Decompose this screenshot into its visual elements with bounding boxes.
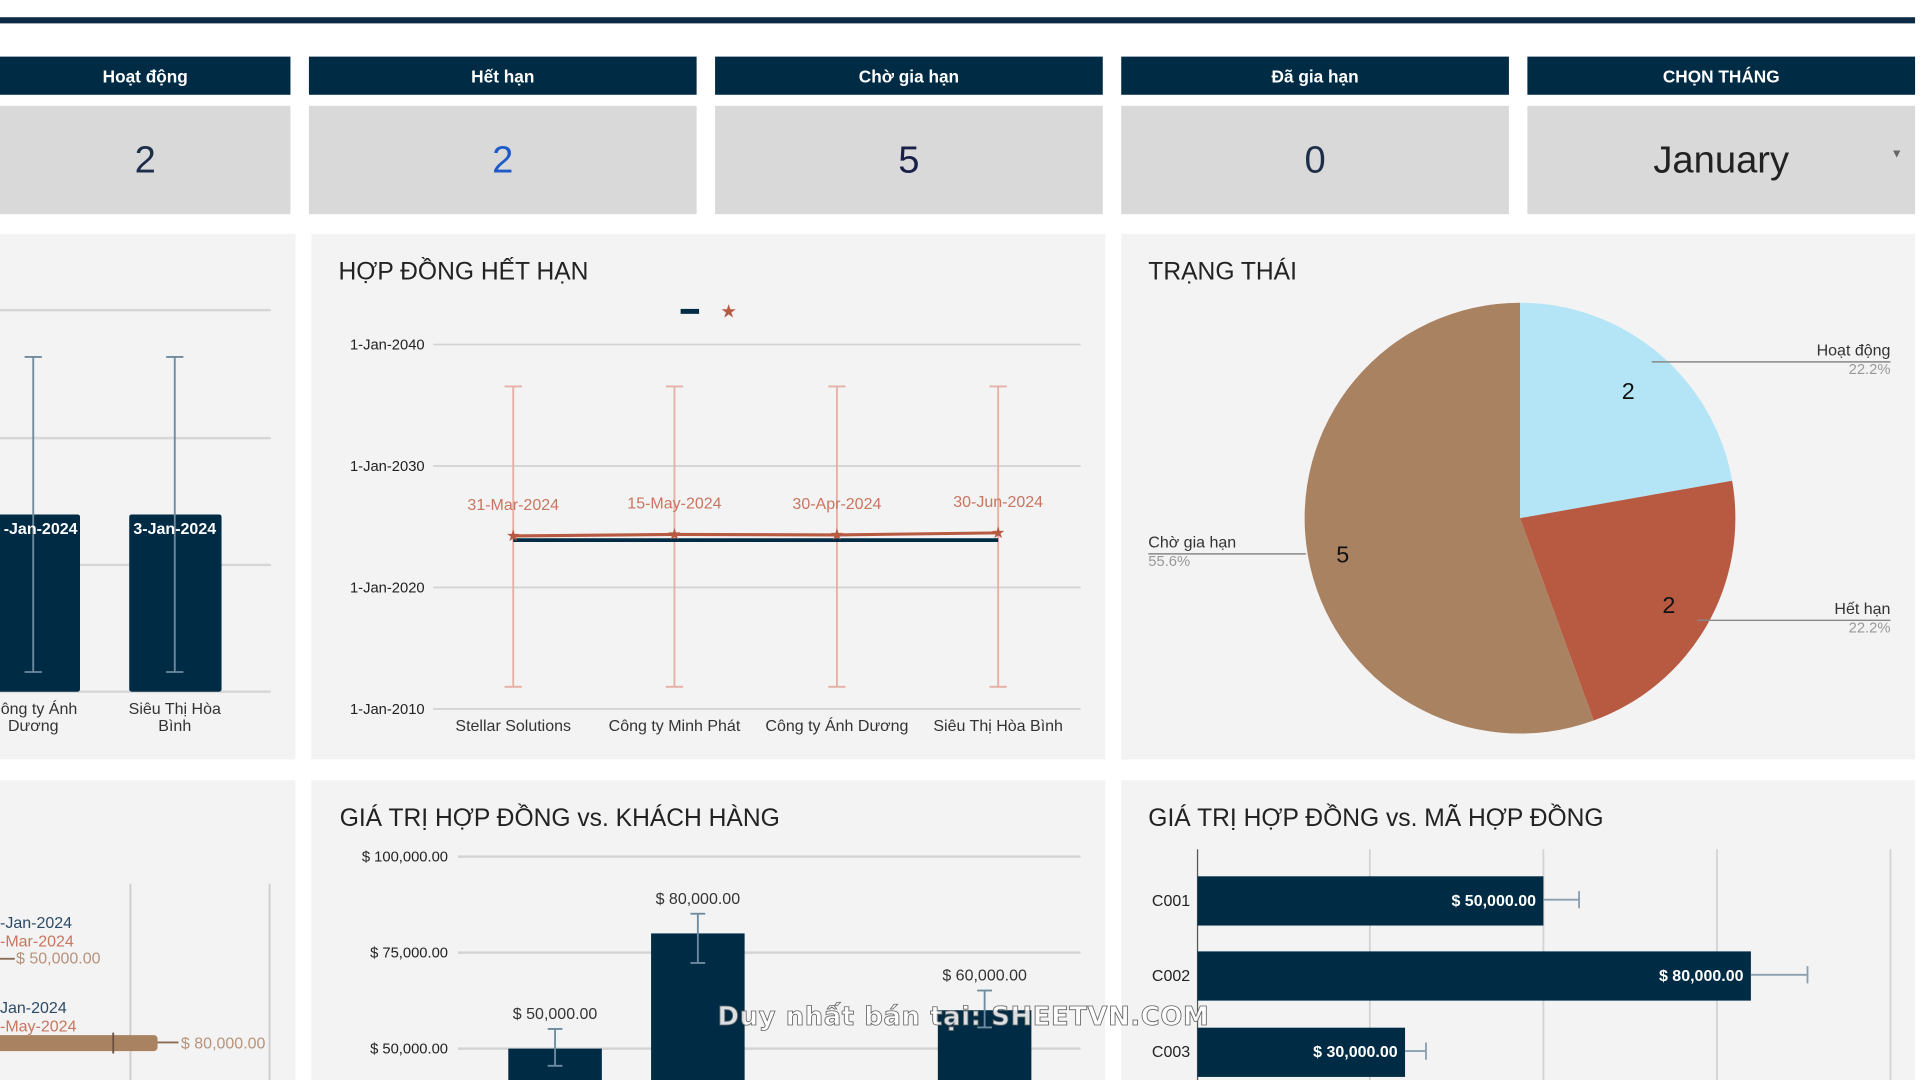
pie-percent-label: 22.2% — [1849, 362, 1891, 378]
pie-legend-label: Chờ gia hạn — [1148, 535, 1236, 552]
kpi-value-active: 2 — [0, 105, 291, 215]
chart-title: GIÁ TRỊ HỢP ĐỒNG vs. KHÁCH HÀNG — [339, 804, 780, 833]
star-marker: ★ — [991, 525, 1005, 542]
chart-title: HỢP ĐỒNG HẾT HẠN — [338, 258, 589, 286]
pie-legend-label: Hoạt động — [1817, 343, 1891, 360]
data-label: $ 50,000.00 — [513, 1006, 598, 1023]
status-pie-chart: 2 Hoạt động 22.2% 2 Hết hạn 22.2% 5 Chờ gia hạn… — [1148, 302, 1891, 734]
y-tick-label: C003 — [1152, 1044, 1190, 1061]
pie-value-label: 5 — [1336, 541, 1349, 567]
value-by-contract-bar-chart: $ 50,000.00 C001 $ 80,000.00 C002 $ 30,000.0… — [1152, 849, 1892, 1080]
x-tick-label: Công ty Ánh Dương — [765, 716, 908, 735]
kpi-header-expired: Hết hạn — [308, 56, 697, 95]
pie-slice — [1520, 480, 1736, 721]
value-label: $ 50,000.00 — [16, 951, 101, 968]
panel-value-by-customer: GIÁ TRỊ HỢP ĐỒNG vs. KHÁCH HÀNG $ 50,000… — [311, 780, 1106, 1080]
y-tick-label: 1-Jan-2040 — [350, 337, 425, 353]
pie-value-label: 2 — [1662, 592, 1675, 618]
x-tick-label: Siêu Thị Hòa — [129, 701, 221, 718]
pie-slice — [1304, 302, 1594, 734]
pie-value-label: 2 — [1622, 378, 1635, 404]
expiring-contracts-line-chart: 1-Jan-2010 1-Jan-2020 1-Jan-2030 1-Jan-2040… — [350, 301, 1081, 735]
pie-legend-label: Hết hạn — [1834, 601, 1890, 618]
data-label: -May-2024 — [0, 1018, 77, 1035]
data-label: 30-Jun-2024 — [953, 494, 1043, 511]
top-border — [0, 17, 1916, 24]
x-tick-label: Bình — [158, 718, 191, 735]
chart-title: TRẠNG THÁI — [1148, 258, 1297, 286]
value-timeline-chart: -Jan-2024-Mar-2024$ 50,000.00 Jan-2024-Ma… — [0, 883, 271, 1080]
y-tick-label: C001 — [1152, 893, 1190, 910]
legend-marker-start — [680, 308, 700, 314]
kpi-value-expired: 2 — [308, 105, 697, 215]
chart-title: GIÁ TRỊ HỢP ĐỒNG vs. MÃ HỢP ĐỒNG — [1148, 804, 1604, 833]
bar — [1197, 951, 1751, 1001]
y-tick-label: $ 75,000.00 — [370, 946, 448, 962]
panel-expiring-contracts: HỢP ĐỒNG HẾT HẠN 1-Jan-2010 1-Jan-2020 1-J… — [311, 233, 1106, 760]
star-marker: ★ — [506, 528, 520, 545]
month-select-value: January — [1653, 137, 1790, 181]
kpi-header-renewed: Đã gia hạn — [1121, 56, 1509, 95]
data-label: $ 60,000.00 — [942, 968, 1027, 985]
month-picker-label: CHỌN THÁNG — [1527, 56, 1916, 95]
x-tick-label: Siêu Thị Hòa Bình — [933, 718, 1063, 735]
panel-value-by-contract-code: GIÁ TRỊ HỢP ĐỒNG vs. MÃ HỢP ĐỒNG $ 50,00… — [1121, 780, 1916, 1080]
data-label: $ 80,000.00 — [1659, 968, 1744, 985]
data-label: 31-Mar-2024 — [467, 497, 559, 514]
data-label: $ 30,000.00 — [1313, 1044, 1398, 1061]
x-tick-label: Công ty Ánh — [0, 699, 77, 718]
kpi-value-pending-renewal: 5 — [715, 105, 1103, 215]
data-label: $ 50,000.00 — [1451, 893, 1536, 910]
y-tick-label: 1-Jan-2020 — [350, 580, 425, 596]
value-label: $ 80,000.00 — [181, 1036, 266, 1053]
kpi-header-active: Hoạt động — [0, 56, 291, 95]
star-marker: ★ — [667, 526, 681, 543]
y-tick-label: $ 50,000.00 — [370, 1042, 448, 1058]
kpi-value-renewed: 0 — [1121, 105, 1509, 215]
data-label: -Jan-2024 — [4, 521, 78, 538]
data-label: 30-Apr-2024 — [792, 496, 881, 513]
month-select[interactable]: January ▼ — [1527, 105, 1916, 215]
bar — [1197, 876, 1544, 926]
data-label: Jan-2024 — [0, 1000, 67, 1017]
pie-slice — [1520, 302, 1733, 519]
legend-star-icon: ★ — [720, 301, 737, 322]
data-label: 3-Jan-2024 — [133, 521, 216, 538]
bar — [0, 514, 80, 692]
data-label: 15-May-2024 — [627, 496, 721, 513]
series-line-end — [513, 531, 999, 538]
y-tick-label: $ 100,000.00 — [362, 850, 448, 866]
panel-value-timeline: -Jan-2024 -Mar-2024 $ 50,000.00 Jan-2024 -Ma… — [0, 780, 296, 1080]
data-label: -Jan-2024 — [0, 915, 72, 932]
x-tick-label: Dương — [8, 718, 59, 735]
panel-status: TRẠNG THÁI 2 Hoạt động 22.2% 2 Hết hạn 22.2% 5… — [1121, 233, 1916, 760]
bar — [1197, 1027, 1406, 1077]
x-tick-label: Công ty Minh Phát — [609, 718, 741, 735]
pie-percent-label: 22.2% — [1849, 621, 1891, 637]
y-tick-label: 1-Jan-2010 — [350, 702, 425, 718]
x-tick-label: Stellar Solutions — [455, 718, 571, 735]
star-marker: ★ — [830, 527, 844, 544]
y-tick-label: 1-Jan-2030 — [350, 459, 425, 475]
data-label: -Mar-2024 — [0, 933, 74, 950]
bar — [0, 1035, 158, 1052]
dropdown-arrow-icon[interactable]: ▼ — [1890, 147, 1903, 162]
watermark: Duy nhất bán tại: SHEETVN.COM — [717, 1001, 1210, 1032]
y-tick-label: C002 — [1152, 968, 1190, 985]
data-label: $ 80,000.00 — [656, 891, 741, 908]
pie-percent-label: 55.6% — [1148, 554, 1190, 570]
kpi-header-pending-renewal: Chờ gia hạn — [715, 56, 1103, 95]
value-by-customer-bar-chart: $ 50,000.00 $ 75,000.00 $ 100,000.00 $ 50,0… — [362, 850, 1081, 1080]
